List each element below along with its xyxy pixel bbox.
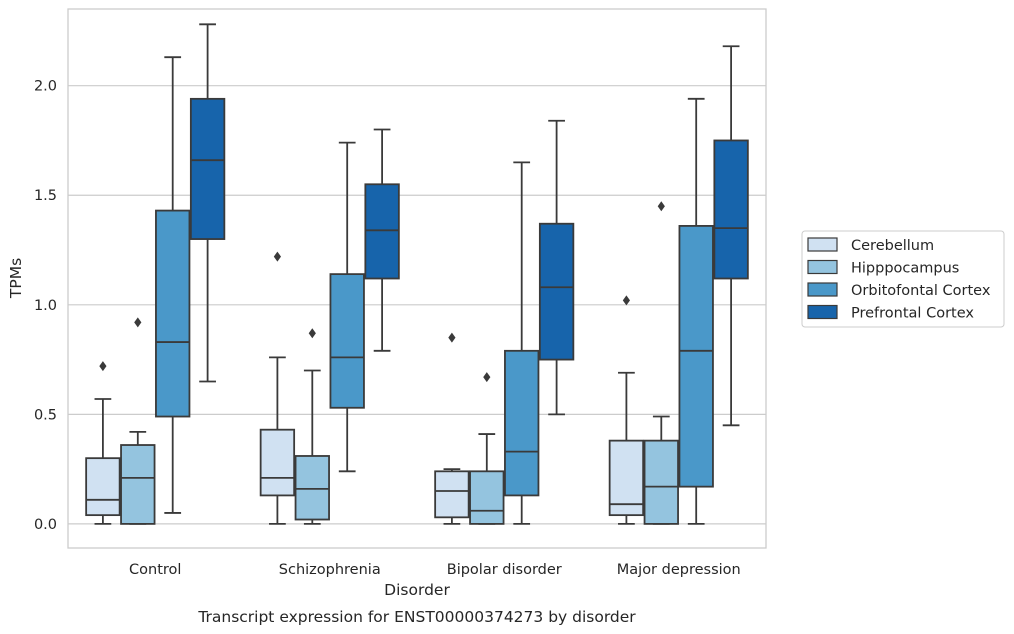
y-tick-label: 0.0 (34, 517, 57, 533)
y-axis-label: TPMs (7, 258, 25, 299)
outlier-point (308, 328, 316, 339)
outlier-point (273, 251, 281, 262)
box-cerebellum (259, 251, 296, 525)
box-orbitofontal-cortex (329, 141, 365, 473)
y-tick-label: 0.5 (34, 407, 57, 423)
legend: Cerebellum Hipppocampus Orbitofontal Corte… (801, 230, 1005, 328)
box-hipppocampus (120, 317, 156, 525)
outlier-point (483, 372, 491, 383)
outlier-point (448, 332, 456, 343)
box-hipppocampus (294, 328, 330, 525)
outlier-point (657, 201, 665, 212)
x-tick-label: Schizophrenia (279, 562, 381, 578)
iqr-box (678, 225, 714, 488)
iqr-box (504, 349, 540, 497)
iqr-box (538, 222, 575, 361)
iqr-box (434, 470, 470, 519)
legend-label: Hipppocampus (851, 261, 959, 277)
box-cerebellum (608, 295, 645, 525)
box-hipppocampus (469, 372, 505, 525)
iqr-box (713, 139, 749, 280)
iqr-box (85, 457, 121, 517)
y-tick-label: 2.0 (34, 79, 57, 95)
box-prefrontal-cortex (364, 128, 400, 352)
legend-swatch (807, 259, 838, 275)
iqr-box (608, 439, 645, 517)
box-hipppocampus (643, 201, 679, 525)
legend-frame (801, 230, 1005, 328)
iqr-box (469, 470, 505, 525)
y-tick-label: 1.0 (34, 298, 57, 314)
iqr-box (155, 209, 191, 418)
legend-swatch (807, 282, 838, 297)
iqr-box (643, 439, 679, 525)
outlier-point (622, 295, 630, 306)
box-orbitofontal-cortex (155, 56, 191, 514)
outlier-point (99, 361, 107, 372)
box-orbitofontal-cortex (504, 161, 540, 525)
boxes (85, 23, 749, 525)
iqr-box (294, 455, 330, 521)
x-tick-label: Bipolar disorder (447, 562, 562, 578)
box-cerebellum (434, 332, 470, 525)
x-tick-labels: Control Schizophrenia Bipolar disorder Majo… (129, 562, 741, 578)
legend-swatch (807, 304, 838, 320)
legend-label: Cerebellum (851, 238, 934, 254)
chart-title: Transcript expression for ENST0000037427… (197, 608, 636, 626)
iqr-box (364, 183, 400, 280)
x-axis-label: Disorder (384, 581, 450, 599)
iqr-box (120, 444, 156, 525)
box-prefrontal-cortex (189, 23, 226, 383)
legend-label: Prefrontal Cortex (851, 306, 974, 322)
box-cerebellum (85, 361, 121, 525)
x-tick-label: Control (129, 562, 181, 578)
y-tick-labels: 0.0 0.5 1.0 1.5 2.0 (34, 79, 57, 533)
box-prefrontal-cortex (538, 119, 575, 416)
iqr-box (329, 273, 365, 409)
iqr-box (189, 97, 226, 240)
iqr-box (259, 428, 296, 497)
box-orbitofontal-cortex (678, 97, 714, 525)
box-prefrontal-cortex (713, 45, 749, 427)
legend-label: Orbitofontal Cortex (851, 283, 991, 299)
legend-swatch (807, 237, 838, 252)
x-tick-label: Major depression (617, 562, 741, 578)
outlier-point (134, 317, 142, 328)
y-tick-label: 1.5 (34, 188, 57, 204)
